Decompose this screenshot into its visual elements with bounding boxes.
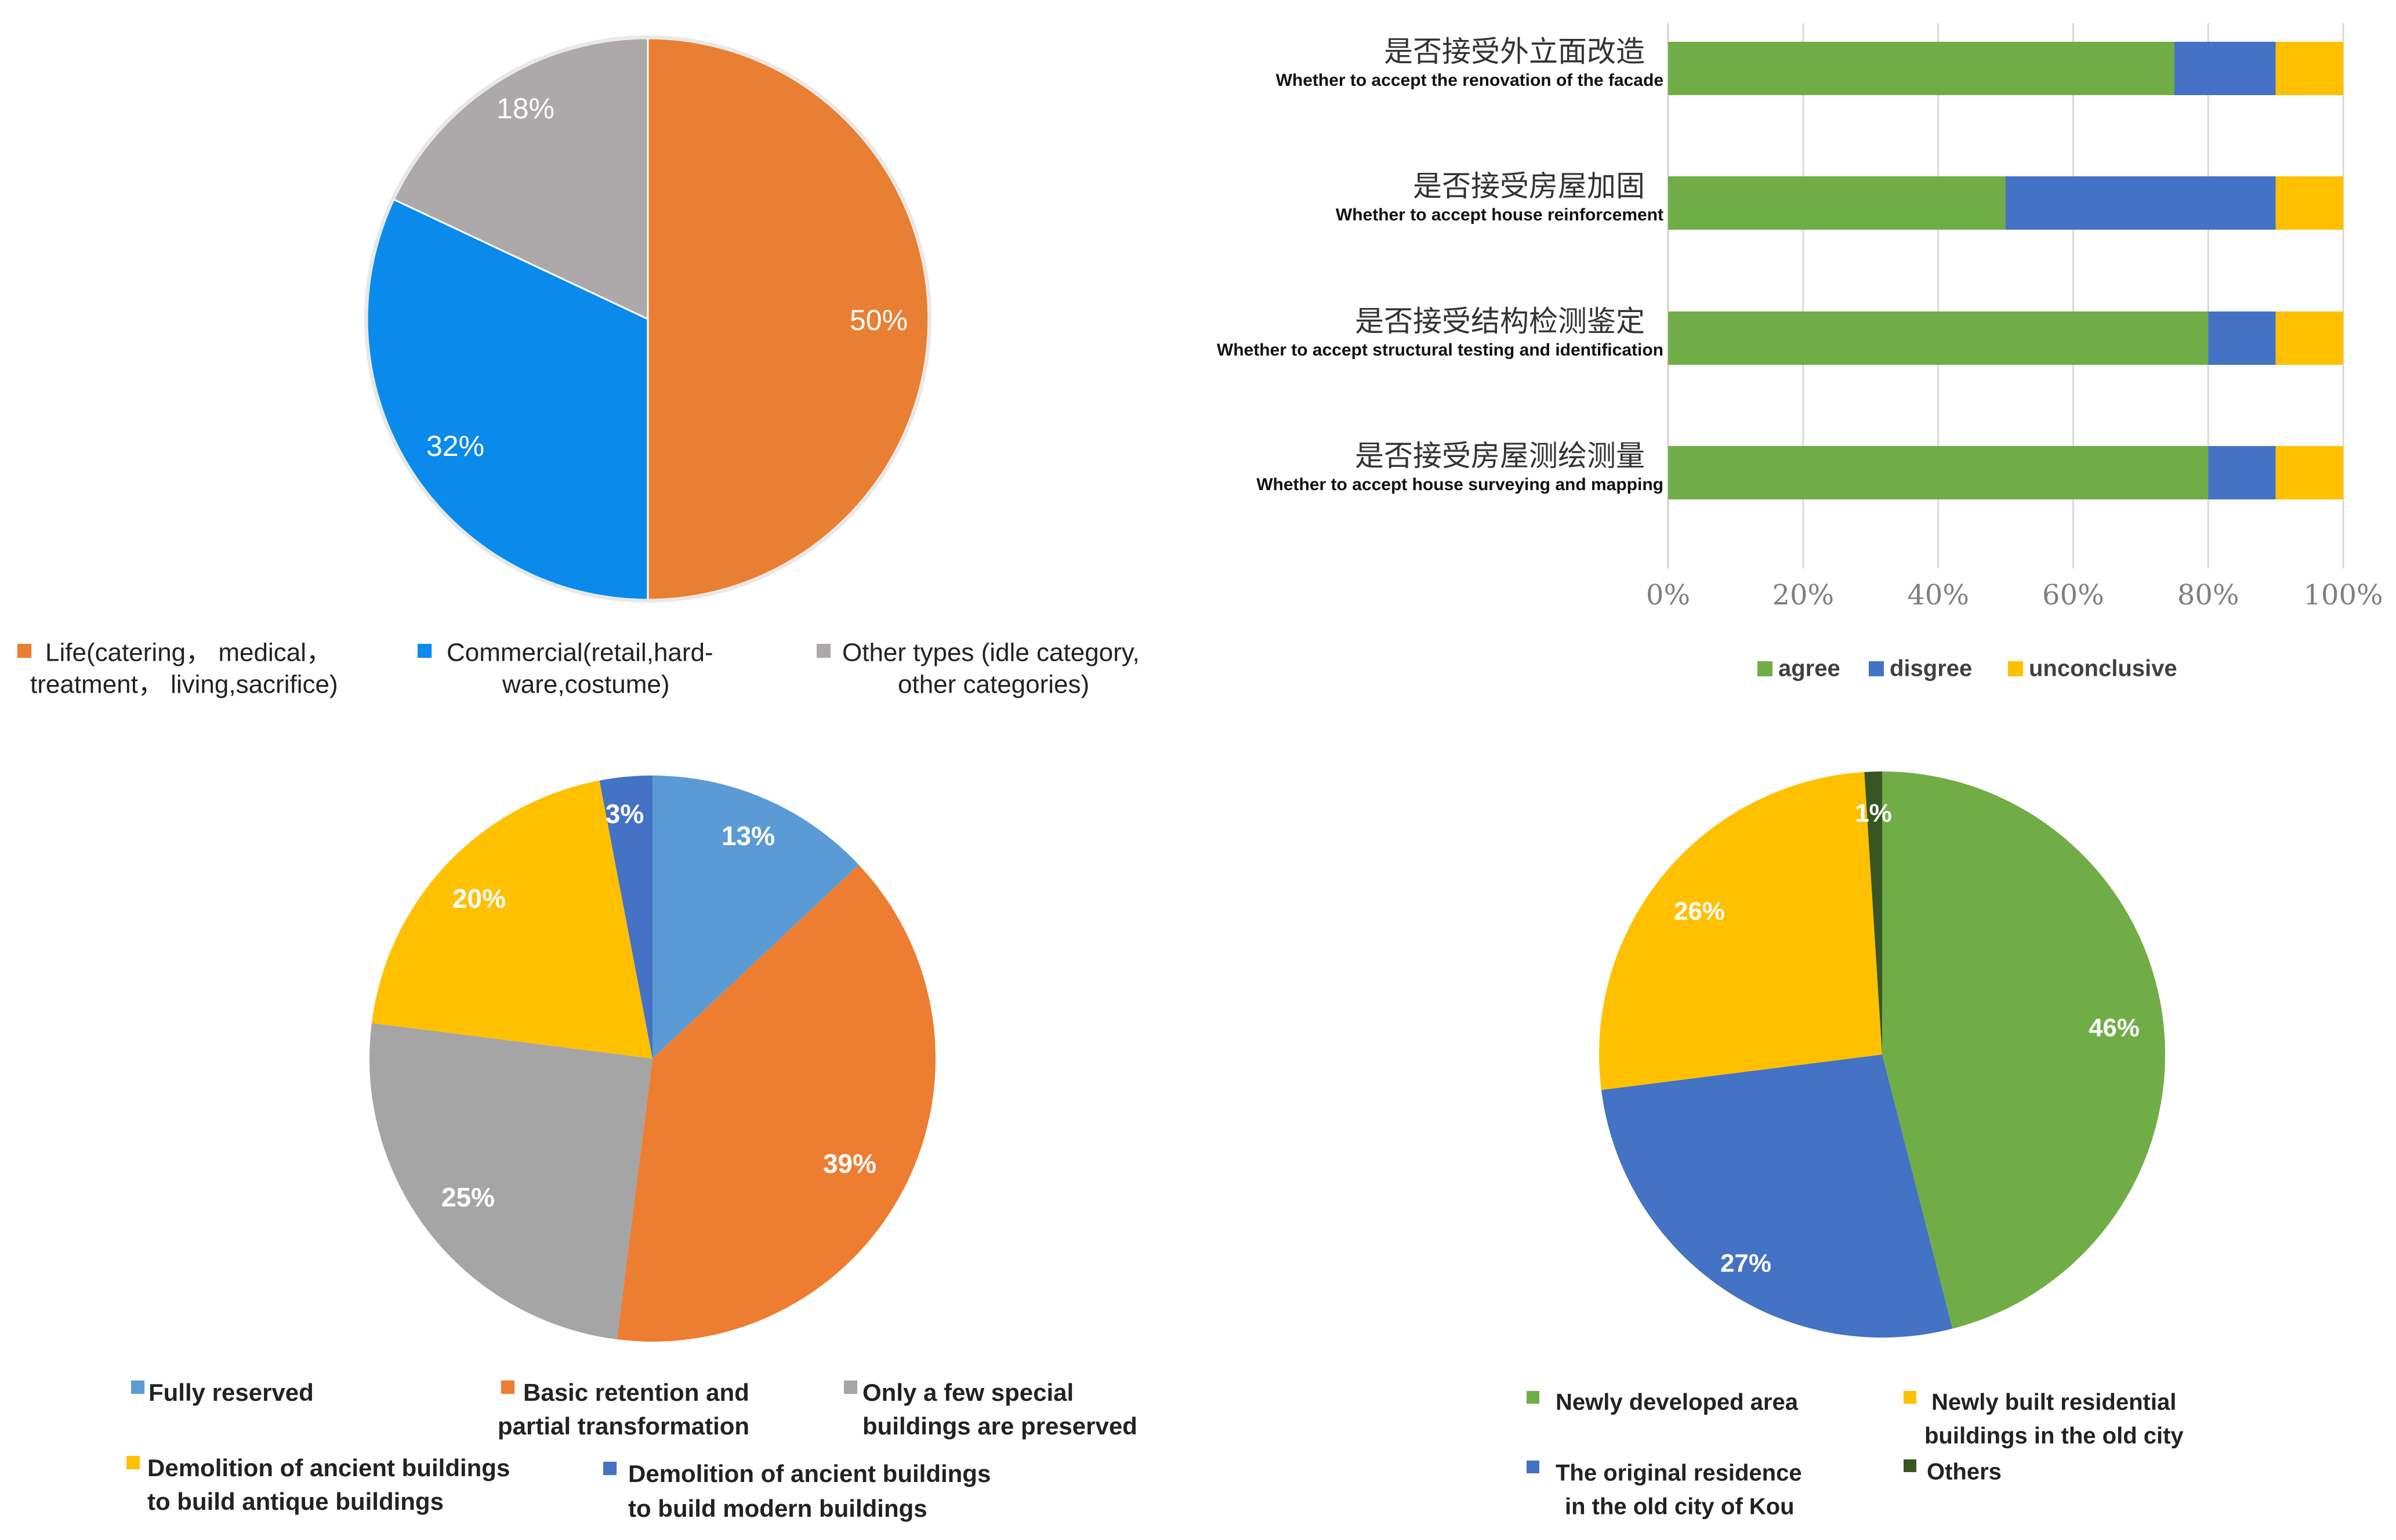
legend-label: agree [1778,656,1840,682]
legend-label: Life(catering， medical， [45,639,332,667]
legend-swatch [17,644,32,658]
legend-swatch [1904,1391,1916,1404]
pie-data-label: 26% [1674,897,1725,926]
legend-swatch [1757,661,1772,676]
bar-segment [1668,446,2209,499]
legend-label: unconclusive [2029,656,2177,682]
legend-swatch [501,1380,515,1394]
legend-swatch [1527,1461,1539,1473]
legend-label: Only a few special [862,1379,1074,1406]
legend-label: ware,costume) [502,671,670,699]
legend-label: other categories) [898,671,1089,699]
bar-segment [1668,311,2209,365]
x-tick-label: 40% [1907,579,1969,611]
category-label-en: Whether to accept structural testing and… [1217,340,1663,360]
legend-label: Newly developed area [1556,1390,1799,1415]
legend-label: partial transformation [498,1412,749,1440]
legend-label: in the old city of Kou [1565,1494,1795,1520]
pie-data-label: 18% [496,92,554,125]
stacked-bar-acceptance: 0% 20% 40% 60% 80% 100% 是否接受外立面改造 Whether to ac… [1217,23,2383,682]
pie-slice [1601,1055,1953,1338]
legend-label: Demolition of ancient buildings [628,1460,991,1487]
pie-chart-business-types: 50% 32% 18% Life(catering， medical， treatmen… [17,35,1140,699]
x-tick-label: 60% [2042,579,2104,611]
bar-segment [2174,42,2276,95]
legend-label: Other types (idle category, [842,639,1140,667]
pie-slice [617,864,936,1342]
x-tick-label: 0% [1646,579,1690,611]
legend-label: treatment， living,sacrifice) [30,671,338,699]
category-label-cn: 是否接受房屋加固 [1413,169,1645,203]
legend-swatch [2008,661,2023,676]
pie-data-label: 3% [606,799,644,829]
pie-chart-preservation-attitude: 13% 39% 25% 20% 3% Fully reserved Basic retent… [126,776,1137,1522]
pie-slice [599,776,653,1059]
pie-data-label: 46% [2089,1014,2140,1042]
pie-data-label: 39% [823,1148,876,1179]
bar-segment [2006,176,2276,230]
legend-label: Fully reserved [148,1379,314,1406]
legend-label: buildings in the old city [1924,1423,2184,1449]
legend-label: Basic retention and [523,1379,749,1406]
x-tick-label: 80% [2177,579,2239,611]
pie-data-label: 32% [426,430,484,462]
x-tick-label: 20% [1772,579,1834,611]
legend-label: Others [1927,1459,2002,1485]
pie-data-label: 1% [1855,799,1892,828]
legend-label: The original residence [1556,1461,1802,1486]
bar-segment [2275,446,2343,499]
legend-label: Commercial(retail,hard- [447,639,713,667]
legend-swatch [126,1456,140,1470]
pie-outline [364,35,931,603]
legend-label: disgree [1890,656,1972,682]
bar-segment [2275,311,2343,365]
category-label-cn: 是否接受结构检测鉴定 [1355,305,1645,338]
pie-slice [1882,771,2165,1329]
bar-segment [2275,42,2343,95]
legend-swatch [418,644,432,658]
legend-label: to build antique buildings [147,1488,444,1515]
legend-swatch [1527,1391,1539,1404]
pie-data-label: 27% [1720,1249,1771,1278]
pie-data-label: 20% [452,883,506,914]
bar-segment [2208,311,2276,365]
legend-swatch [603,1462,617,1476]
legend-swatch [1869,661,1884,676]
legend-label: to build modern buildings [628,1495,927,1522]
category-label-cn: 是否接受房屋测绘测量 [1355,439,1645,473]
bar-segment [1668,42,2174,95]
pie-data-label: 25% [441,1182,495,1212]
x-tick-label: 100% [2303,579,2383,611]
pie-slice [1599,771,1882,1090]
pie-slice [371,780,653,1059]
category-label-cn: 是否接受外立面改造 [1384,35,1645,68]
pie-data-label: 13% [722,821,775,851]
pie-slice [1864,771,1882,1055]
legend-swatch [844,1380,858,1394]
pie-slice [369,1023,653,1340]
bar-segment [2275,176,2343,230]
legend-label: Demolition of ancient buildings [147,1454,510,1481]
pie-data-label: 50% [850,304,908,336]
bar-segment [1668,176,2006,230]
category-label-en: Whether to accept house surveying and ma… [1256,475,1663,494]
pie-chart-residence-location: 46% 27% 26% 1% Newly developed area The origi… [1527,771,2184,1520]
category-label-en: Whether to accept house reinforcement [1336,205,1663,224]
legend-label: Newly built residential [1931,1390,2176,1415]
legend-swatch [1904,1459,1916,1472]
legend-swatch [817,644,831,658]
pie-slice [653,776,859,1059]
legend-swatch [131,1380,145,1394]
legend-label: buildings are preserved [862,1412,1137,1440]
bar-segment [2208,446,2276,499]
category-label-en: Whether to accept the renovation of the … [1276,71,1663,90]
